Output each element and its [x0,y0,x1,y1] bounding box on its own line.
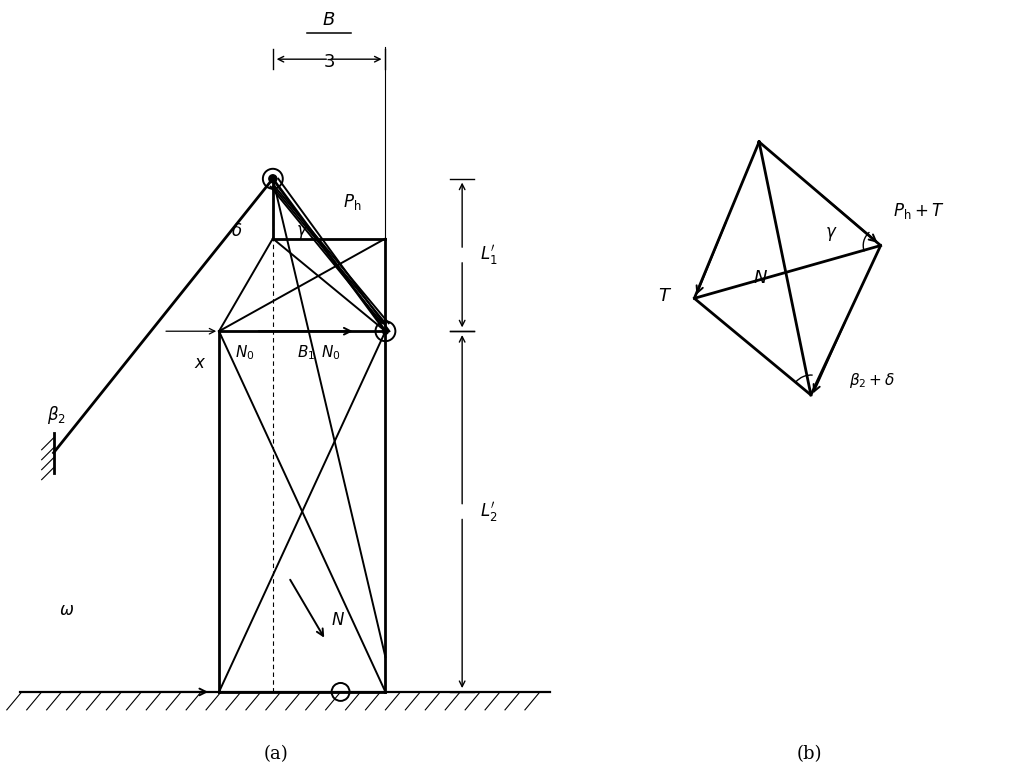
Text: $N_0$: $N_0$ [235,344,254,363]
Text: $B$: $B$ [323,11,336,29]
Text: $\gamma$: $\gamma$ [297,222,309,240]
Text: $\gamma$: $\gamma$ [824,225,837,243]
Text: $\delta$: $\delta$ [231,223,242,240]
Circle shape [268,175,276,182]
Text: $B_1$: $B_1$ [297,344,315,363]
Circle shape [382,328,388,334]
Text: $P_{\mathrm{h}}$: $P_{\mathrm{h}}$ [343,192,361,211]
Text: $N$: $N$ [753,269,768,287]
Text: $N_0$: $N_0$ [321,344,341,363]
Text: (b): (b) [796,745,821,763]
Text: $N$: $N$ [331,612,345,629]
Text: $\omega$: $\omega$ [59,601,74,619]
Text: (a): (a) [263,745,289,763]
Text: $L_2^{\prime}$: $L_2^{\prime}$ [480,500,497,524]
Text: $3$: $3$ [323,53,335,71]
Text: $P_{\mathrm{h}}+T$: $P_{\mathrm{h}}+T$ [893,200,944,221]
Text: $x$: $x$ [194,355,206,372]
Text: $T$: $T$ [658,287,672,305]
Text: $L_1^{\prime}$: $L_1^{\prime}$ [480,243,497,267]
Text: $\beta_2$: $\beta_2$ [47,404,66,426]
Text: $\beta_2+\delta$: $\beta_2+\delta$ [849,370,895,389]
